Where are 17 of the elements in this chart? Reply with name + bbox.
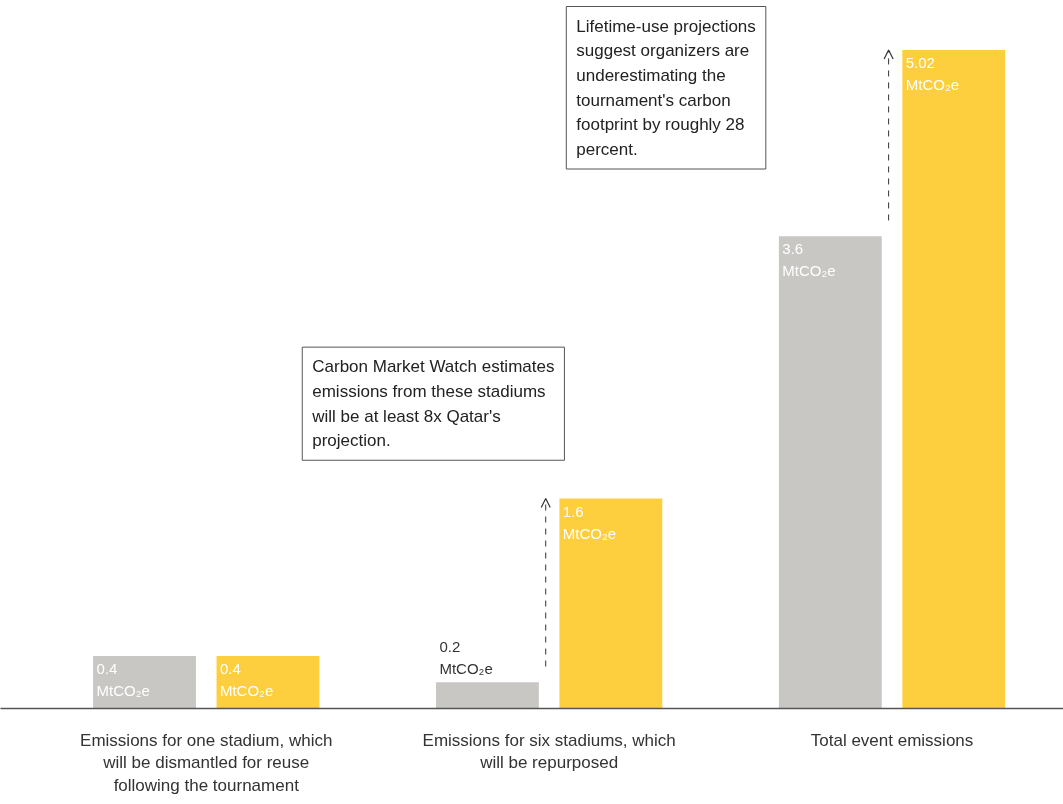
bar bbox=[93, 656, 196, 709]
x-tick-label: Emissions for six stadiums, which will be repurposed bbox=[422, 730, 676, 773]
data-label: 0.4 MtCO₂e bbox=[96, 660, 150, 700]
x-tick-label: Emissions for one stadium, which will be dismantled for reuse following the tournament bbox=[80, 730, 333, 796]
data-label: 0.4 MtCO₂e bbox=[219, 660, 274, 700]
annotation: Carbon Market Watch estimates emissions from these stadiums will be at least 8x Qatar's projection. bbox=[311, 357, 555, 451]
data-label: 3.6 MtCO₂e bbox=[782, 240, 836, 280]
bar bbox=[216, 656, 320, 709]
annotation: Lifetime-use projections suggest organizers are underestimating the tournament's carbon footprint by roughly 28 percent. bbox=[576, 16, 756, 159]
x-tick-label: Total event emissions bbox=[810, 730, 974, 750]
data-label: 0.2 MtCO₂e bbox=[439, 638, 493, 678]
bar bbox=[435, 682, 539, 709]
data-label: 5.02 MtCO₂e bbox=[905, 53, 960, 93]
bar bbox=[559, 498, 663, 709]
data-label: 1.6 MtCO₂e bbox=[562, 502, 617, 542]
bar bbox=[902, 49, 1006, 709]
bar bbox=[778, 236, 882, 709]
